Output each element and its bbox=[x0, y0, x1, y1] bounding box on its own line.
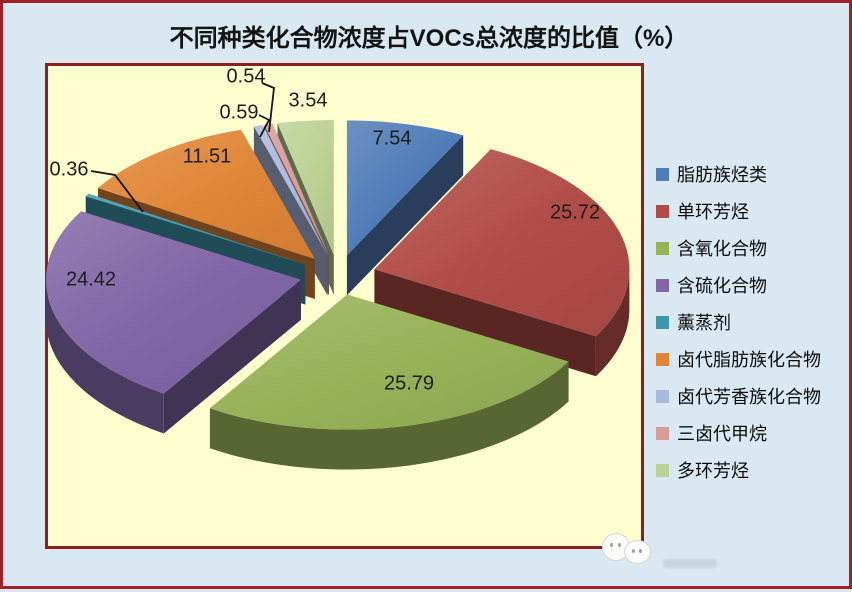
slice-value-label: 0.36 bbox=[49, 158, 89, 181]
watermark-eye-icon bbox=[618, 543, 621, 547]
legend-swatch-icon bbox=[656, 315, 669, 329]
legend-swatch-icon bbox=[656, 241, 669, 255]
watermark-eye-icon bbox=[610, 543, 613, 547]
legend-label: 脂肪族烃类 bbox=[677, 165, 767, 185]
legend-label: 单环芳烃 bbox=[677, 202, 749, 222]
legend-label: 卤代脂肪族化合物 bbox=[677, 350, 821, 370]
legend-swatch-icon bbox=[656, 389, 669, 403]
slice-value-label: 3.54 bbox=[288, 89, 328, 112]
slice-value-label: 7.54 bbox=[372, 127, 412, 150]
slice-value-label: 25.79 bbox=[383, 372, 435, 395]
chart-title: 不同种类化合物浓度占VOCs总浓度的比值（%） bbox=[169, 25, 689, 52]
legend-item-多环芳烃: 多环芳烃 bbox=[656, 458, 846, 482]
slice-value-label: 0.59 bbox=[219, 101, 259, 124]
legend-swatch-icon bbox=[656, 426, 669, 440]
legend-label: 薰蒸剂 bbox=[677, 313, 731, 333]
slice-value-label: 0.54 bbox=[226, 65, 266, 88]
legend-swatch-icon bbox=[656, 278, 669, 292]
legend-label: 三卤代甲烷 bbox=[677, 424, 767, 444]
legend-item-含硫化合物: 含硫化合物 bbox=[656, 273, 846, 297]
chart-legend: 脂肪族烃类单环芳烃含氧化合物含硫化合物薰蒸剂卤代脂肪族化合物 卤代芳香族化合物 三卤… bbox=[656, 162, 846, 495]
legend-item-卤代脂肪族化合物: 卤代脂肪族化合物 bbox=[656, 347, 846, 371]
plot-area bbox=[45, 63, 644, 549]
legend-swatch-icon bbox=[656, 167, 669, 181]
legend-item-含氧化合物: 含氧化合物 bbox=[656, 236, 846, 260]
legend-label: 多环芳烃 bbox=[677, 461, 749, 481]
watermark-eye-icon bbox=[632, 549, 635, 553]
legend-swatch-icon bbox=[656, 463, 669, 477]
legend-label: 卤代芳香族化合物 bbox=[677, 387, 821, 407]
watermark-smudge bbox=[663, 559, 717, 568]
legend-item-脂肪族烃类: 脂肪族烃类 bbox=[656, 162, 846, 186]
legend-label: 含硫化合物 bbox=[677, 276, 767, 296]
slice-value-label: 11.51 bbox=[182, 145, 232, 168]
legend-item-卤代芳香族化合物: 卤代芳香族化合物 bbox=[656, 384, 846, 408]
legend-swatch-icon bbox=[656, 352, 669, 366]
legend-item-三卤代甲烷: 三卤代甲烷 bbox=[656, 421, 846, 445]
legend-label: 含氧化合物 bbox=[677, 239, 767, 259]
legend-item-薰蒸剂: 薰蒸剂 bbox=[656, 310, 846, 334]
watermark-mascot bbox=[624, 540, 651, 564]
legend-item-单环芳烃: 单环芳烃 bbox=[656, 199, 846, 223]
watermark-eye-icon bbox=[639, 549, 642, 553]
slice-value-label: 25.72 bbox=[549, 201, 601, 224]
legend-swatch-icon bbox=[656, 204, 669, 218]
slice-value-label: 24.42 bbox=[65, 268, 117, 291]
